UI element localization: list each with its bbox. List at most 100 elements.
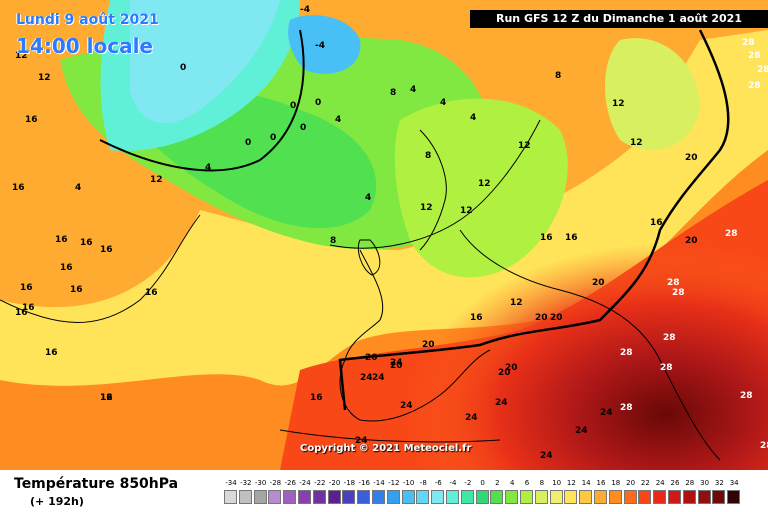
scale-swatch (312, 490, 326, 504)
isotherm-value-label: 28 (660, 363, 673, 373)
isotherm-value-label: 28 (757, 65, 768, 75)
isotherm-value-label: 0 (180, 63, 186, 73)
isotherm-value-label: 16 (60, 263, 73, 273)
scale-swatch (298, 490, 311, 504)
scale-label: 2 (495, 479, 500, 487)
isotherm-value-label: 8 (330, 236, 336, 246)
isotherm-value-label: 16 (70, 285, 83, 295)
isotherm-value-label: 8 (555, 71, 561, 81)
isotherm-value-label: 28 (667, 278, 680, 288)
isotherm-value-label: 28 (740, 391, 753, 401)
isotherm-value-label: 4 (470, 113, 476, 123)
scale-label: 18 (611, 479, 621, 487)
scale-swatch (638, 490, 652, 504)
isotherm-value-label: 28 (725, 229, 738, 239)
isotherm-value-label: 24 (540, 451, 553, 461)
isotherm-value-label: 20 (685, 236, 698, 246)
scale-label: 26 (670, 479, 680, 487)
scale-label: -6 (434, 479, 442, 487)
coastline-iberia-france (339, 249, 491, 422)
isotherm-value-label: 0 (270, 133, 276, 143)
scale-swatch (727, 490, 741, 504)
scale-swatch (520, 490, 533, 504)
isotherm-value-label: 16 (145, 288, 158, 298)
isotherm-value-label: 24 (495, 398, 508, 408)
isotherm-value-label: 24 (600, 408, 613, 418)
color-scale-labels: -34 -32 -30 -28 -26 -24 -22 -20 -18 -16 -14 -12 -10-… (224, 479, 744, 489)
isotherm-value-label: 4 (365, 193, 371, 203)
scale-label: 8 (539, 479, 545, 487)
isotherm-value-label: 20 (390, 361, 403, 371)
scale-label: 24 (655, 479, 665, 487)
scale-swatch (490, 490, 504, 504)
isotherm-value-label: 20 (592, 278, 605, 288)
isotherm-value-label: 0 (300, 123, 306, 133)
scale-swatch (534, 490, 548, 504)
scale-label: -8 (419, 479, 427, 487)
scale-swatch (253, 490, 267, 504)
scale-label: -16 (358, 479, 370, 487)
isotherm-value-label: 24 (465, 413, 478, 423)
isotherm-value-label: 16 (55, 235, 68, 245)
isotherm-value-label: 20 (505, 363, 518, 373)
isotherm-value-label: 20 (535, 313, 548, 323)
scale-label: -4 (449, 479, 457, 487)
scale-label: 22 (640, 479, 650, 487)
isotherm-value-label: 8 (390, 88, 396, 98)
isotherm-value-label: 24 (372, 373, 385, 383)
forecast-time: 14:00 locale (16, 34, 153, 58)
isotherm-value-label: 16 (540, 233, 553, 243)
isotherm-value-label: 4 (440, 98, 446, 108)
isotherm-value-label: 12 (460, 206, 473, 216)
isotherm-value-label: 24 (360, 373, 373, 383)
scale-swatch (357, 490, 371, 504)
forecast-date: Lundi 9 août 2021 (16, 12, 159, 28)
scale-label: 28 (685, 479, 695, 487)
isotherm-value-label: 20 (422, 340, 435, 350)
scale-label: -30 (254, 479, 267, 487)
isotherm-value-label: 16 (650, 218, 663, 228)
field-cold-core (130, 0, 280, 124)
map-canvas: 0 00000-4-4444444488881212121212121212121… (0, 0, 768, 470)
isotherm-value-label: 12 (612, 99, 625, 109)
scale-swatch (372, 490, 385, 504)
scale-swatch (401, 490, 415, 504)
coastline-norway (419, 129, 447, 251)
isotherm-value-label: 28 (748, 51, 761, 61)
scale-label: -10 (402, 479, 415, 487)
scale-label: -24 (299, 479, 311, 487)
scale-label: 34 (729, 479, 739, 487)
isotherm-value-label: 28 (748, 81, 761, 91)
isotherm-value-label: 12 (420, 203, 433, 213)
isotherm-value-label: 28 (742, 38, 755, 48)
model-run-label: Run GFS 12 Z du Dimanche 1 août 2021 (470, 10, 768, 28)
isotherm-value-label: 12 (630, 138, 643, 148)
isotherm-8 (329, 119, 541, 249)
temperature-map: 0 0 0 0 0 0 -4 -4 4 4 4 4 4 4 4 8 8 8 8 12 12 12 12 12 12 12 12 12 1… (0, 0, 768, 470)
isotherm-value-label: 28 (672, 288, 685, 298)
isotherm-value-label: 20 (365, 353, 378, 363)
scale-label: -2 (464, 479, 472, 487)
scale-label: 14 (581, 479, 591, 487)
lead-time: (+ 192h) (30, 495, 84, 508)
field-8-12 (394, 98, 568, 278)
isotherm-value-label: 16 (20, 283, 33, 293)
scale-label: -18 (343, 479, 356, 487)
scale-label: 6 (524, 479, 530, 487)
scale-label: -32 (240, 479, 252, 487)
isotherm-value-label: 16 (12, 183, 25, 193)
scale-swatch (505, 490, 519, 504)
scale-swatch (712, 490, 726, 504)
isotherm-value-label: 16 (470, 313, 483, 323)
isotherm-value-label: 0 (245, 138, 251, 148)
variable-title: Température 850hPa (14, 476, 179, 492)
isotherm-value-label: 24 (400, 401, 413, 411)
isotherm-value-label: 16 (22, 303, 35, 313)
isotherm-value-label: 4 (205, 163, 211, 173)
isotherm-value-label: 12 (518, 141, 531, 151)
scale-swatch (579, 490, 593, 504)
scale-swatch (668, 490, 681, 504)
isotherm-value-label: 16 (80, 238, 93, 248)
isotherm-value-label: 16 (100, 393, 113, 403)
